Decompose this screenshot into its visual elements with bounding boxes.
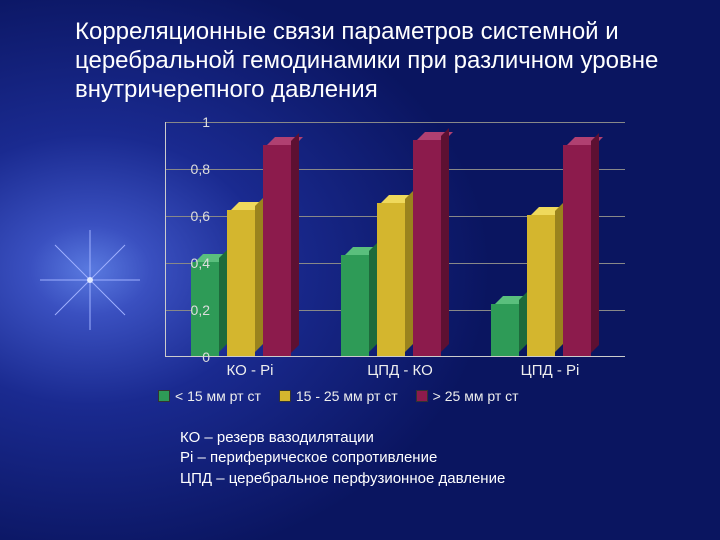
legend-swatch — [279, 390, 291, 402]
y-axis-tick-label: 1 — [170, 114, 210, 130]
legend-item: > 25 мм рт ст — [416, 388, 519, 404]
y-axis-tick-label: 0,8 — [170, 161, 210, 177]
abbreviation-definitions: КО – резерв вазодилятацииPi – перифериче… — [180, 428, 505, 489]
legend-item: < 15 мм рт ст — [158, 388, 261, 404]
legend-item: 15 - 25 мм рт ст — [279, 388, 398, 404]
slide-title: Корреляционные связи параметров системно… — [75, 18, 695, 104]
y-axis-tick-label: 0,6 — [170, 208, 210, 224]
bar-group — [491, 122, 611, 356]
x-axis-category-label: КО - Pi — [175, 362, 325, 379]
x-axis-category-label: ЦПД - КО — [325, 362, 475, 379]
legend-label: 15 - 25 мм рт ст — [296, 388, 398, 404]
definition-line: КО – резерв вазодилятации — [180, 428, 505, 448]
bar-group — [341, 122, 461, 356]
chart-legend: < 15 мм рт ст 15 - 25 мм рт ст > 25 мм рт … — [158, 388, 658, 404]
bar-group — [191, 122, 311, 356]
definition-line: ЦПД – церебральное перфузионное давление — [180, 469, 505, 489]
definition-line: Pi – периферическое сопротивление — [180, 448, 505, 468]
legend-label: > 25 мм рт ст — [433, 388, 519, 404]
legend-swatch — [158, 390, 170, 402]
bar-chart: 00,20,40,60,81КО - PiЦПД - КОЦПД - Pi — [125, 122, 635, 402]
x-axis-category-label: ЦПД - Pi — [475, 362, 625, 379]
legend-swatch — [416, 390, 428, 402]
y-axis-tick-label: 0,4 — [170, 255, 210, 271]
legend-label: < 15 мм рт ст — [175, 388, 261, 404]
y-axis-tick-label: 0,2 — [170, 302, 210, 318]
